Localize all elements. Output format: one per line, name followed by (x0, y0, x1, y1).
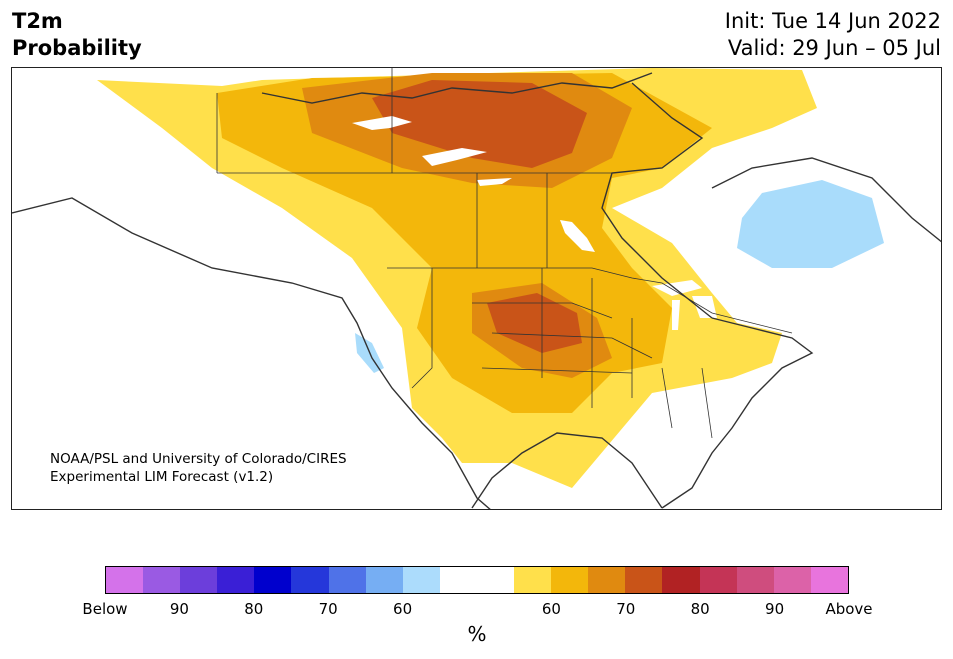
init-date: Init: Tue 14 Jun 2022 (724, 9, 941, 33)
colorbar-segment (551, 567, 589, 593)
colorbar-tick-label: 80 (244, 600, 264, 618)
colorbar-segment (106, 567, 144, 593)
colorbar-unit: % (467, 622, 487, 646)
colorbar-tick-label: Below (82, 600, 128, 618)
colorbar-segment (439, 567, 477, 593)
colorbar-tick-label: 70 (318, 600, 338, 618)
colorbar-segment (662, 567, 700, 593)
us-state-borders (411, 268, 713, 439)
coastline-west (12, 197, 491, 509)
chart-title: T2m Probability (12, 8, 142, 62)
colorbar-segment (291, 567, 329, 593)
colorbar-segment (180, 567, 218, 593)
colorbar-segment (143, 567, 181, 593)
title-variable: T2m (12, 9, 63, 33)
colorbar-segment (736, 567, 774, 593)
credit-line-2: Experimental LIM Forecast (v1.2) (50, 469, 274, 485)
lake-great-bear (352, 116, 412, 130)
colorbar-tick-label: 60 (393, 600, 413, 618)
lake-winnipeg (560, 220, 595, 252)
colorbar-segment (810, 567, 848, 593)
coastline-east (661, 317, 814, 509)
map-credit: NOAA/PSL and University of Colorado/CIRE… (50, 450, 347, 486)
lake-superior (652, 280, 702, 296)
coastline-arctic (261, 72, 653, 104)
colorbar-segment (365, 567, 403, 593)
lake-athabasca (477, 178, 512, 186)
colorbar-segment (588, 567, 626, 593)
map-canvas (12, 68, 941, 509)
coastline-gulf (471, 432, 663, 509)
coastline-labrador (711, 157, 941, 243)
colorbar-tick-label: 90 (169, 600, 189, 618)
colorbar-segment (328, 567, 366, 593)
lake-michigan (672, 300, 680, 330)
probability-colorbar (105, 566, 849, 594)
shade-below-60 (355, 180, 884, 373)
colorbar-segment (402, 567, 440, 593)
us-canada-border (387, 267, 793, 334)
shade-above-75 (372, 80, 587, 353)
lake-great-slave (422, 148, 487, 166)
credit-line-1: NOAA/PSL and University of Colorado/CIRE… (50, 451, 347, 467)
colorbar-tick-label: 70 (616, 600, 636, 618)
probability-map: NOAA/PSL and University of Colorado/CIRE… (11, 67, 942, 510)
colorbar-segment (773, 567, 811, 593)
colorbar-tick-label: 80 (690, 600, 710, 618)
forecast-dates: Init: Tue 14 Jun 2022 Valid: 29 Jun – 05… (725, 8, 941, 62)
colorbar-segment (699, 567, 737, 593)
colorbar-segment (254, 567, 292, 593)
colorbar-tick-label: 90 (765, 600, 785, 618)
colorbar-segment (625, 567, 663, 593)
canada-province-borders (216, 68, 612, 268)
title-quantity: Probability (12, 36, 142, 60)
colorbar-tick-label: 60 (541, 600, 561, 618)
valid-period: Valid: 29 Jun – 05 Jul (727, 36, 941, 60)
colorbar-segment (476, 567, 515, 593)
colorbar-segment (514, 567, 552, 593)
colorbar-tick-label: Above (825, 600, 873, 618)
colorbar-segment (217, 567, 255, 593)
